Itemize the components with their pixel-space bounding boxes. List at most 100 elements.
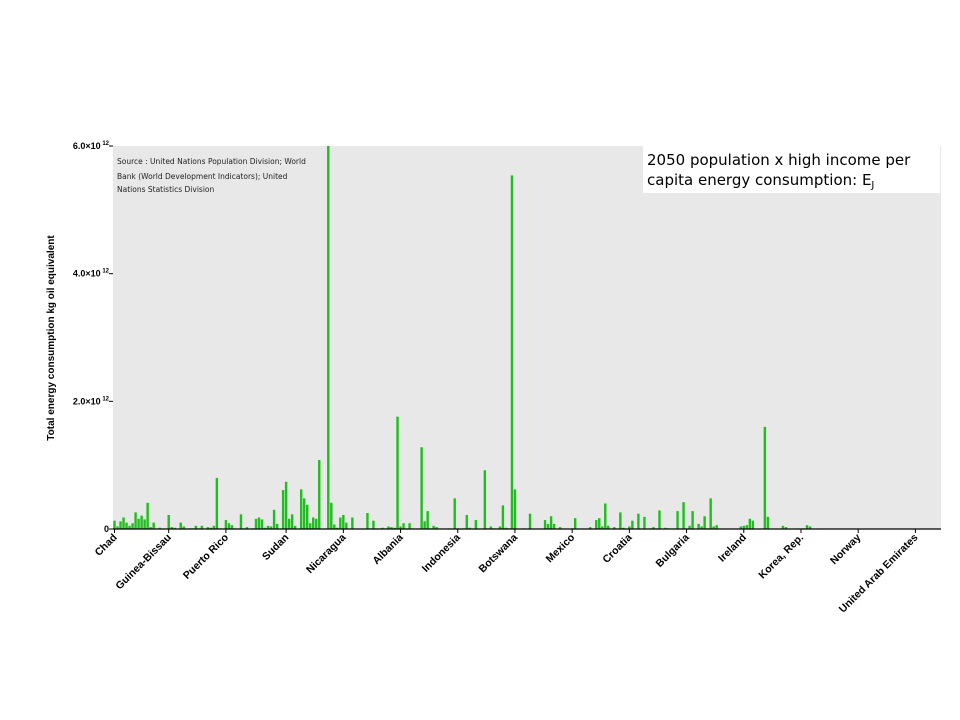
bar xyxy=(309,523,312,529)
bar xyxy=(399,526,402,529)
bar xyxy=(158,527,161,529)
y-tick-label: 4.0×10 12 xyxy=(73,269,110,279)
bar xyxy=(631,520,634,529)
chart-title-subscript: J xyxy=(870,180,874,191)
x-tick-label: Indonesia xyxy=(420,532,463,575)
bar xyxy=(420,447,423,529)
bar xyxy=(393,527,396,529)
bar xyxy=(284,481,288,529)
x-tick-label: Sudan xyxy=(260,532,291,563)
title-background xyxy=(643,146,940,193)
bar xyxy=(763,426,767,529)
bar xyxy=(342,514,345,529)
x-tick-label: Mexico xyxy=(544,532,578,566)
bar xyxy=(125,522,128,529)
bar xyxy=(751,520,755,529)
bar xyxy=(179,522,182,529)
bar xyxy=(224,520,228,529)
bar xyxy=(146,502,149,529)
chart-title-line-2: capita energy consumption: EJ xyxy=(647,171,874,191)
bar xyxy=(598,518,601,529)
bar xyxy=(182,526,185,529)
x-tick-label: Chad xyxy=(93,532,120,559)
chart-title-line-1: 2050 population x high income per xyxy=(647,151,911,169)
bar xyxy=(345,522,348,529)
bar xyxy=(293,525,297,529)
bar xyxy=(682,502,685,529)
bar xyxy=(643,516,646,529)
x-tick-label: Bulgaria xyxy=(654,532,692,570)
bar xyxy=(206,527,210,529)
bar xyxy=(315,518,318,529)
bar xyxy=(170,527,173,529)
bar xyxy=(688,525,691,529)
bar xyxy=(489,526,493,529)
bar xyxy=(709,498,712,529)
bar xyxy=(173,527,176,529)
bar xyxy=(408,523,411,529)
bar xyxy=(257,517,261,529)
bar xyxy=(808,526,812,529)
bar xyxy=(396,416,399,529)
bar xyxy=(426,511,429,529)
bar xyxy=(703,516,706,529)
bar xyxy=(266,525,270,529)
bar xyxy=(691,511,694,529)
bar xyxy=(140,515,143,529)
bar xyxy=(260,519,264,529)
bar xyxy=(269,526,273,529)
bar xyxy=(381,527,384,529)
bar xyxy=(302,498,306,529)
bar xyxy=(128,525,131,529)
bar xyxy=(227,523,231,529)
bar xyxy=(510,175,514,530)
bar xyxy=(366,513,369,529)
bar xyxy=(263,527,267,529)
x-tick-label: Ireland xyxy=(716,532,749,565)
bar xyxy=(119,521,122,529)
bar xyxy=(339,517,342,529)
bar xyxy=(327,146,330,529)
x-tick-label: Nicaragua xyxy=(304,532,349,577)
bar xyxy=(595,520,598,529)
y-axis-ticks: 0 2.0×10 12 4.0×10 12 6.0×10 12 xyxy=(73,141,113,534)
bar xyxy=(200,525,204,529)
bar xyxy=(167,514,170,529)
bar xyxy=(351,517,354,529)
bar xyxy=(622,527,625,529)
bar xyxy=(372,520,375,529)
bar xyxy=(637,513,640,529)
bar xyxy=(742,525,745,529)
bar xyxy=(215,477,219,529)
x-tick-label: Norway xyxy=(828,532,863,567)
bar xyxy=(272,509,276,529)
bar xyxy=(748,518,752,529)
bar xyxy=(275,523,279,529)
bar xyxy=(194,525,198,529)
bar xyxy=(501,505,505,529)
x-tick-label: Korea, Rep. xyxy=(756,532,806,582)
bar xyxy=(513,489,517,529)
bar xyxy=(423,521,426,529)
bar xyxy=(245,527,249,529)
bar xyxy=(549,516,553,529)
bar xyxy=(312,517,315,529)
bar xyxy=(573,518,577,529)
bar xyxy=(552,523,556,529)
bar xyxy=(712,526,715,529)
bar xyxy=(628,526,631,529)
bar xyxy=(697,523,700,529)
bar xyxy=(212,525,216,529)
source-line-1: Source : United Nations Population Divis… xyxy=(117,157,306,166)
bar xyxy=(152,522,155,529)
bar xyxy=(336,527,339,529)
x-tick-label: Puerto Rico xyxy=(181,532,231,582)
bar xyxy=(465,514,468,529)
bar xyxy=(658,510,661,529)
bar xyxy=(281,490,285,529)
chart-title-box: 2050 population x high income per capita… xyxy=(643,146,940,193)
y-tick-label: 0 xyxy=(104,524,109,534)
y-tick-label: 6.0×10 12 xyxy=(73,141,110,151)
bar xyxy=(239,514,243,529)
bar xyxy=(504,527,508,529)
